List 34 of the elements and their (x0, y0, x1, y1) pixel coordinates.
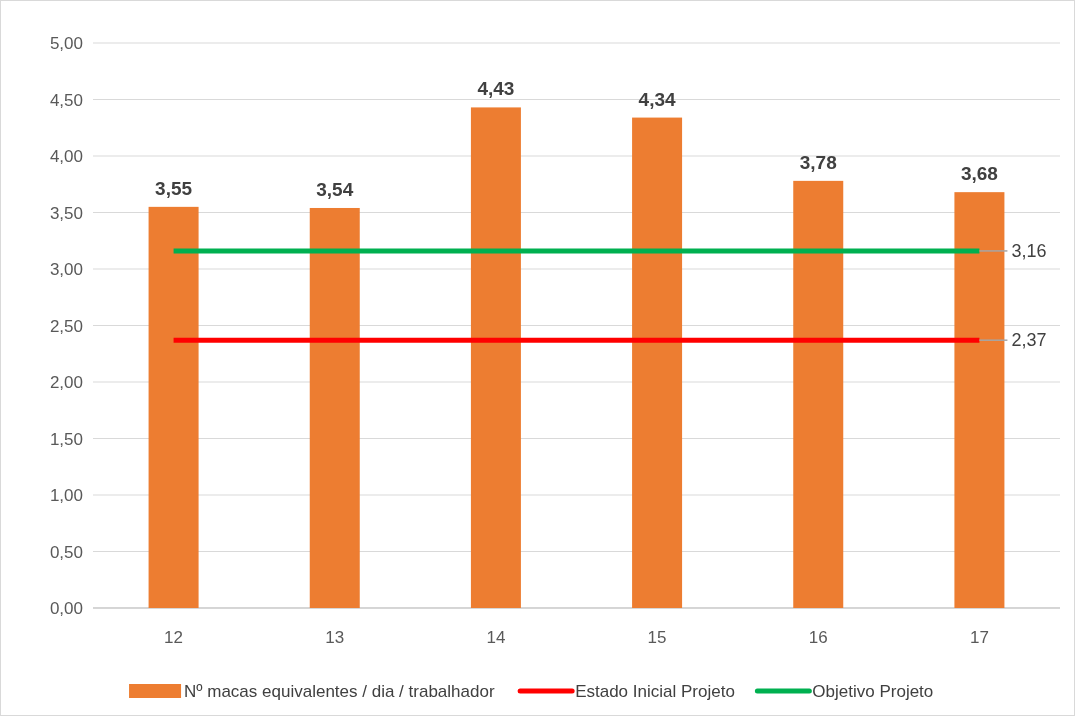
data-label: 2,37 (1011, 330, 1047, 351)
legend-label: Objetivo Projeto (812, 682, 934, 701)
y-tick-label: 5,00 (49, 34, 83, 53)
y-tick-label: 3,00 (49, 260, 83, 279)
data-label: 4,43 (477, 78, 515, 100)
y-tick-label: 4,50 (49, 90, 83, 110)
legend-label: Nº macas equivalentes / dia / trabalhador (184, 682, 495, 701)
data-label: 3,54 (316, 178, 354, 200)
legend-label: Estado Inicial Projeto (575, 682, 735, 701)
y-tick-label: 0,50 (49, 542, 83, 562)
x-tick-label: 12 (164, 628, 184, 647)
data-label: 3,78 (799, 151, 837, 173)
x-tick-label: 13 (325, 628, 345, 647)
x-tick-label: 15 (647, 628, 667, 647)
x-tick-label: 14 (486, 628, 506, 647)
y-tick-label: 0,00 (49, 599, 83, 618)
bar (148, 206, 199, 608)
data-label: 3,55 (155, 177, 193, 199)
bar (309, 207, 360, 608)
y-tick-label: 1,50 (49, 429, 83, 449)
y-tick-label: 3,50 (49, 203, 83, 223)
x-tick-label: 16 (808, 628, 828, 647)
y-tick-label: 2,00 (49, 373, 83, 392)
bar (793, 180, 844, 608)
bar (954, 192, 1005, 608)
y-tick-label: 2,50 (49, 316, 83, 336)
data-label: 3,16 (1011, 240, 1047, 261)
data-label: 4,34 (638, 88, 676, 110)
bar (470, 107, 521, 608)
bar (632, 117, 683, 608)
data-label: 3,68 (960, 163, 998, 185)
y-tick-label: 4,00 (49, 147, 83, 166)
x-tick-label: 17 (969, 628, 989, 647)
y-tick-label: 1,00 (49, 486, 83, 505)
